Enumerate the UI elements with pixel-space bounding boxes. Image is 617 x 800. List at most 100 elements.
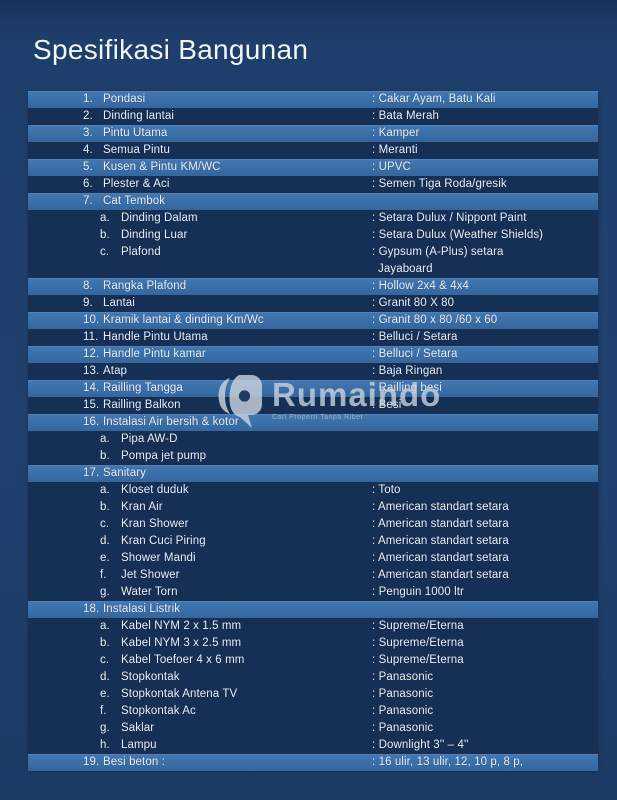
row-label: Railling Tangga (103, 382, 183, 394)
row-number: e. (100, 688, 110, 700)
spec-row: 8. Rangka Plafond Hollow 2x4 & 4x4 (28, 278, 598, 295)
row-number: a. (100, 212, 110, 224)
row-value: Penguin 1000 ltr (372, 584, 464, 601)
row-value: Supreme/Eterna (372, 635, 464, 652)
spec-row: 15.Railling Balkon Besi (28, 397, 598, 414)
row-value: Supreme/Eterna (372, 652, 464, 669)
spec-row: f. Stopkontak Ac Panasonic (28, 703, 598, 720)
row-number: b. (100, 229, 110, 241)
row-value: Belluci / Setara (372, 329, 458, 346)
spec-row: 6. Plester & Aci Semen Tiga Roda/gresik (28, 176, 598, 193)
row-value: Panasonic (372, 686, 434, 703)
row-label: Kloset duduk (121, 484, 189, 496)
row-value: Supreme/Eterna (372, 618, 464, 635)
spec-row: c. Plafond Gypsum (A-Plus) setara (28, 244, 598, 261)
spec-row: 18. Instalasi Listrik (28, 601, 598, 618)
spec-row: b. Kabel NYM 3 x 2.5 mm Supreme/Eterna (28, 635, 598, 652)
row-value: Meranti (372, 142, 418, 159)
row-value: Bata Merah (372, 108, 439, 125)
row-value: Granit 80 X 80 (372, 295, 454, 312)
row-label: Besi beton : (103, 756, 165, 768)
spec-row: 12.Handle Pintu kamar Belluci / Setara (28, 346, 598, 363)
spec-row: f. Jet Shower American standart setara (28, 567, 598, 584)
spec-row: 9. Lantai Granit 80 X 80 (28, 295, 598, 312)
row-label: Stopkontak Antena TV (121, 688, 238, 700)
row-label: Railling Balkon (103, 399, 181, 411)
row-label: Instalasi Air bersih & kotor (103, 416, 239, 428)
row-number: f. (100, 569, 107, 581)
row-value: Belluci / Setara (372, 346, 458, 363)
row-number: b. (100, 450, 110, 462)
row-number: 18. (83, 603, 100, 615)
spec-row: 14.Railling Tangga Railling besi (28, 380, 598, 397)
row-number: 6. (83, 178, 93, 190)
row-number: 11. (83, 331, 99, 343)
row-number: 16. (83, 416, 100, 428)
row-number: 4. (83, 144, 93, 156)
row-number: 12. (83, 348, 100, 360)
row-value: Panasonic (372, 703, 434, 720)
row-label: Saklar (121, 722, 155, 734)
row-label: Jet Shower (121, 569, 180, 581)
row-number: 10. (83, 314, 100, 326)
row-value: Semen Tiga Roda/gresik (372, 176, 507, 193)
row-label: Semua Pintu (103, 144, 170, 156)
row-number: 1. (83, 93, 93, 105)
row-label: Pipa AW-D (121, 433, 178, 445)
spec-row: b. Pompa jet pump (28, 448, 598, 465)
row-number: a. (100, 433, 110, 445)
row-value: American standart setara (372, 567, 509, 584)
row-label: Kabel Toefoer 4 x 6 mm (121, 654, 245, 666)
row-value: Toto (372, 482, 401, 499)
spec-row: a. Pipa AW-D (28, 431, 598, 448)
row-label: Kran Shower (121, 518, 189, 530)
row-label: Kabel NYM 2 x 1.5 mm (121, 620, 242, 632)
row-label: Kabel NYM 3 x 2.5 mm (121, 637, 242, 649)
row-label: Shower Mandi (121, 552, 196, 564)
spec-row: 11. Handle Pintu Utama Belluci / Setara (28, 329, 598, 346)
row-label: Dinding Luar (121, 229, 188, 241)
row-label: Lampu (121, 739, 157, 751)
spec-row: g. Saklar Panasonic (28, 720, 598, 737)
row-value: Granit 80 x 80 /60 x 60 (372, 312, 498, 329)
row-value: Jayaboard (378, 263, 433, 275)
spec-row: 2. Dinding lantai Bata Merah (28, 108, 598, 125)
row-label: Kusen & Pintu KM/WC (103, 161, 221, 173)
spec-row: e. Stopkontak Antena TV Panasonic (28, 686, 598, 703)
row-value: Gypsum (A-Plus) setara (372, 244, 504, 261)
spec-row: d. Kran Cuci Piring American standart seta… (28, 533, 598, 550)
row-number: h. (100, 739, 110, 751)
row-label: Kran Cuci Piring (121, 535, 206, 547)
row-label: Lantai (103, 297, 135, 309)
row-label: Handle Pintu kamar (103, 348, 206, 360)
row-value: American standart setara (372, 499, 509, 516)
row-label: Pondasi (103, 93, 146, 105)
row-number: 8. (83, 280, 93, 292)
row-value: Besi (372, 397, 402, 414)
row-label: Instalasi Listrik (103, 603, 181, 615)
row-number: 19. (83, 756, 100, 768)
row-number: c. (100, 518, 110, 530)
spec-row: c. Kran Shower American standart setara (28, 516, 598, 533)
row-value: Setara Dulux / Nippont Paint (372, 210, 527, 227)
row-value: UPVC (372, 159, 411, 176)
spec-row: b. Dinding Luar Setara Dulux (Weather Shie… (28, 227, 598, 244)
row-value: 16 ulir, 13 ulir, 12, 10 p, 8 p, (372, 754, 523, 771)
spec-table: 1. Pondasi Cakar Ayam, Batu Kali 2. Dinding … (28, 91, 598, 771)
spec-row: e. Shower Mandi American standart setara (28, 550, 598, 567)
spec-row: g. Water Torn Penguin 1000 ltr (28, 584, 598, 601)
row-number: b. (100, 637, 110, 649)
row-label: Plafond (121, 246, 161, 258)
row-number: 7. (83, 195, 93, 207)
row-label: Water Torn (121, 586, 178, 598)
row-number: 15. (83, 399, 100, 411)
row-number: 3. (83, 127, 93, 139)
row-label: Stopkontak Ac (121, 705, 196, 717)
spec-row: 16. Instalasi Air bersih & kotor (28, 414, 598, 431)
spec-row: h. Lampu Downlight 3'' – 4'' (28, 737, 598, 754)
row-label: Sanitary (103, 467, 146, 479)
row-value: Cakar Ayam, Batu Kali (372, 91, 496, 108)
row-number: 14. (83, 382, 100, 394)
row-number: d. (100, 671, 110, 683)
spec-row: 19.Besi beton : 16 ulir, 13 ulir, 12, 10 … (28, 754, 598, 771)
